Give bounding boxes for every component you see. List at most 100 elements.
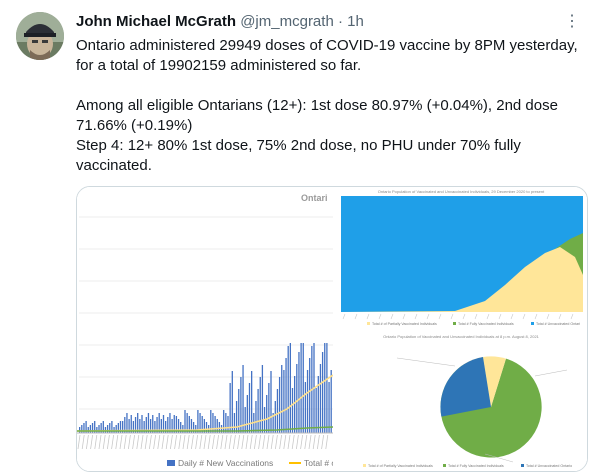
x-tick-label bbox=[325, 434, 329, 450]
daily-bar bbox=[91, 423, 94, 433]
daily-bar bbox=[328, 382, 330, 433]
x-tick-label bbox=[254, 434, 257, 450]
daily-bar bbox=[199, 413, 201, 433]
x-tick-label bbox=[212, 434, 215, 450]
daily-bar bbox=[149, 419, 152, 433]
x-tick-label bbox=[128, 434, 131, 450]
daily-vaccination-bars bbox=[79, 343, 332, 433]
area-x-tick-label bbox=[534, 313, 538, 320]
tweet-timestamp[interactable]: 1h bbox=[347, 13, 364, 30]
daily-bar bbox=[109, 423, 111, 433]
x-tick-label bbox=[191, 434, 194, 450]
author-name[interactable]: John Michael McGrath bbox=[76, 13, 237, 30]
daily-bar bbox=[291, 388, 294, 433]
daily-bar bbox=[278, 377, 281, 433]
daily-bar bbox=[244, 407, 246, 433]
daily-bar bbox=[128, 419, 130, 433]
daily-bar bbox=[281, 365, 283, 433]
x-tick-label bbox=[220, 434, 224, 450]
daily-bar bbox=[130, 415, 132, 433]
daily-bar bbox=[132, 421, 135, 433]
daily-bar bbox=[134, 417, 137, 433]
x-tick-label bbox=[249, 434, 253, 450]
daily-bar bbox=[102, 421, 104, 433]
media-image-area-chart[interactable]: Ontario Population of Vaccinated and Unv… bbox=[335, 187, 587, 328]
tweet-line: Ontario administered 29949 doses of COVI… bbox=[76, 37, 578, 74]
total-line bbox=[77, 374, 334, 432]
daily-bar bbox=[175, 416, 178, 433]
x-tick-label bbox=[153, 434, 156, 450]
x-tick-label bbox=[283, 434, 287, 450]
author-handle[interactable]: @jm_mcgrath bbox=[240, 13, 334, 30]
x-tick-label bbox=[207, 434, 211, 450]
media-image-daily-vaccinations[interactable]: Ontari Daily # New Vaccinations Total # … bbox=[77, 187, 336, 471]
daily-bar bbox=[225, 413, 227, 433]
area-chart-title: Ontario Population of Vaccinated and Unv… bbox=[378, 189, 545, 194]
x-tick-label bbox=[165, 434, 169, 450]
daily-bar bbox=[223, 410, 225, 433]
x-tick-label bbox=[216, 434, 219, 450]
daily-bar bbox=[248, 383, 251, 433]
more-options-icon[interactable]: ⋮ bbox=[564, 13, 580, 30]
area-x-tick-label bbox=[486, 313, 490, 320]
media-image-pie-chart[interactable]: Ontario Population of Vaccinated and Unv… bbox=[335, 330, 587, 471]
daily-vaccinations-chart: Ontari Daily # New Vaccinations Total # … bbox=[77, 187, 336, 471]
daily-bar bbox=[115, 425, 117, 433]
x-tick-label bbox=[237, 434, 240, 450]
x-tick-label bbox=[94, 434, 98, 450]
daily-bar bbox=[326, 343, 328, 433]
green-line bbox=[77, 426, 334, 432]
daily-bar bbox=[257, 389, 259, 433]
daily-bar bbox=[190, 419, 193, 433]
area-legend-partial: Total # of Partially Vaccinated Individu… bbox=[372, 322, 437, 326]
daily-bar bbox=[177, 419, 180, 433]
area-x-tick-label bbox=[522, 313, 526, 320]
x-tick-label bbox=[136, 434, 140, 450]
daily-bar bbox=[306, 370, 309, 433]
daily-bar bbox=[195, 425, 197, 433]
daily-bar bbox=[205, 422, 208, 433]
daily-bar bbox=[229, 383, 231, 433]
daily-bar bbox=[298, 352, 300, 433]
daily-bar bbox=[117, 423, 119, 433]
x-tick-label bbox=[304, 434, 308, 450]
daily-bar bbox=[139, 419, 141, 433]
x-tick-label bbox=[291, 434, 295, 450]
daily-bar bbox=[122, 421, 124, 433]
header-separator: · bbox=[337, 13, 343, 30]
daily-bar bbox=[330, 370, 332, 433]
daily-bar bbox=[79, 427, 81, 433]
daily-bar bbox=[272, 413, 274, 433]
x-tick-label bbox=[161, 434, 165, 450]
area-x-tick-label bbox=[378, 313, 382, 320]
area-x-tick-label bbox=[354, 313, 358, 320]
area-legend-unvaccinated: Total # Unvaccinated Ontari bbox=[536, 322, 580, 326]
daily-bar bbox=[240, 377, 242, 433]
daily-bar bbox=[274, 401, 276, 433]
daily-bar bbox=[188, 416, 190, 433]
x-tick-label bbox=[262, 434, 266, 450]
x-tick-label bbox=[317, 434, 320, 450]
daily-bar bbox=[261, 365, 264, 433]
daily-bar bbox=[124, 417, 126, 433]
x-tick-label bbox=[228, 434, 232, 450]
avatar[interactable] bbox=[16, 12, 64, 60]
x-tick-label bbox=[199, 434, 203, 450]
daily-bar bbox=[89, 425, 92, 433]
tweet-media-grid[interactable]: Ontari Daily # New Vaccinations Total # … bbox=[76, 186, 588, 472]
x-tick-label bbox=[287, 434, 291, 450]
daily-bar bbox=[216, 419, 218, 433]
pie-legend-unvaccinated: Total # Unvaccinated Ontario bbox=[526, 464, 572, 468]
daily-bar bbox=[319, 364, 322, 433]
x-tick-label bbox=[296, 434, 299, 450]
daily-bar bbox=[315, 388, 317, 433]
daily-bar bbox=[233, 413, 236, 433]
x-tick-label bbox=[140, 434, 144, 450]
daily-bar bbox=[141, 415, 143, 433]
daily-bar bbox=[158, 413, 160, 433]
x-tick-label bbox=[182, 434, 186, 450]
area-x-tick-label bbox=[438, 313, 442, 320]
x-tick-label bbox=[77, 434, 81, 450]
daily-bar bbox=[203, 419, 205, 433]
